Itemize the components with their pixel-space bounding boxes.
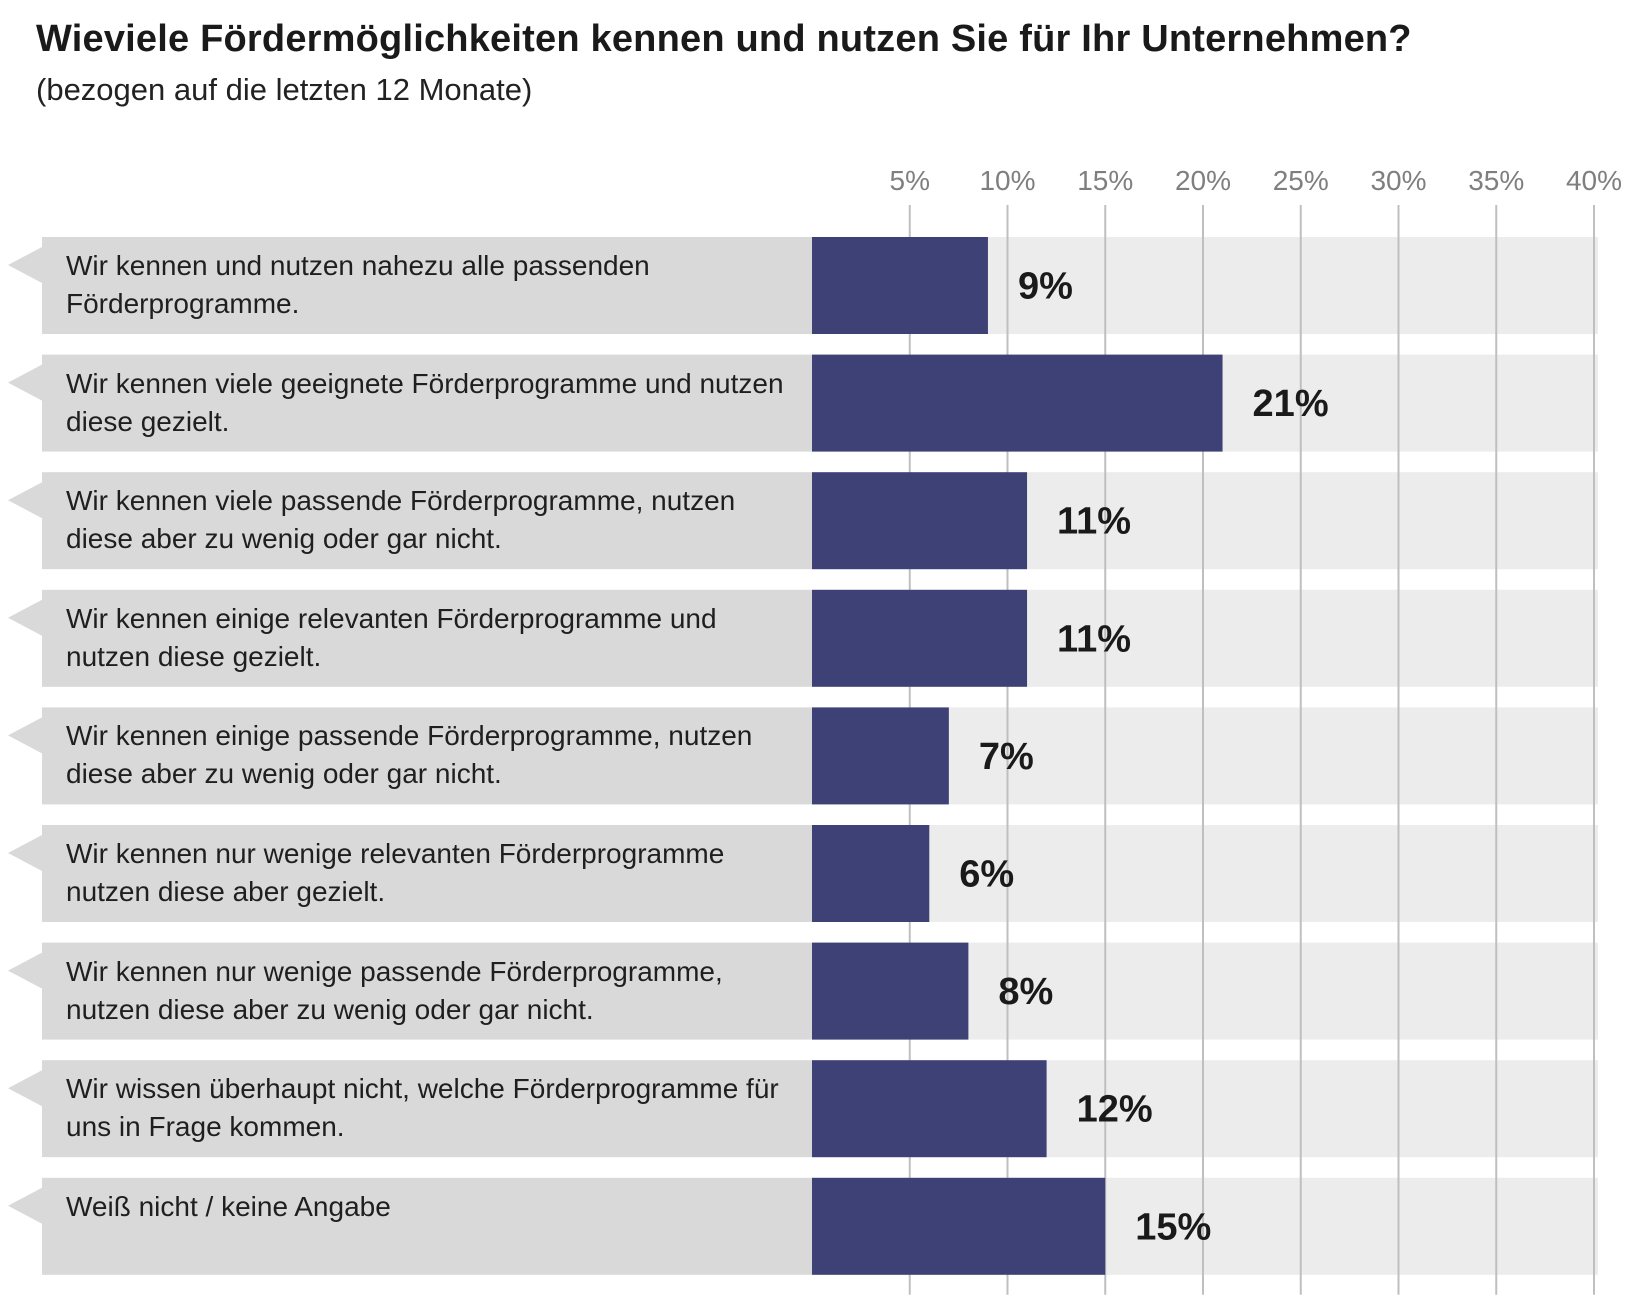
category-label: Wir kennen viele geeignete Förderprogram… <box>66 367 784 437</box>
label-band <box>42 589 812 687</box>
data-label: 12% <box>1077 1089 1153 1131</box>
bar <box>812 942 969 1040</box>
data-label: 11% <box>1057 501 1131 543</box>
bar <box>812 1177 1106 1275</box>
category-label: Wir kennen einige relevanten Förderprogr… <box>66 602 717 672</box>
row-arrow-marker <box>8 1187 42 1224</box>
row-arrow-marker <box>8 717 42 754</box>
data-label: 21% <box>1253 383 1329 425</box>
category-label: Wir wissen überhaupt nicht, welche Förde… <box>66 1073 779 1143</box>
data-label: 7% <box>979 736 1034 778</box>
label-band <box>42 942 812 1040</box>
data-label: 8% <box>998 971 1053 1013</box>
category-label: Weiß nicht / keine Angabe <box>66 1190 391 1222</box>
chart-title: Wieviele Fördermöglichkeiten kennen und … <box>36 18 1412 60</box>
row-arrow-marker <box>8 364 42 401</box>
label-band <box>42 1177 812 1275</box>
data-label: 6% <box>959 854 1014 896</box>
category-label: Wir kennen nur wenige relevanten Förderp… <box>66 838 725 907</box>
data-label: 15% <box>1135 1206 1211 1248</box>
row-arrow-marker <box>8 482 42 519</box>
data-label: 9% <box>1018 266 1073 308</box>
label-band <box>42 237 812 334</box>
row-arrow-marker <box>8 1070 42 1107</box>
category-label: Wir kennen viele passende Förderprogramm… <box>66 485 736 555</box>
chart-subtitle: (bezogen auf die letzten 12 Monate) <box>36 72 533 107</box>
category-label: Wir kennen nur wenige passende Förderpro… <box>66 955 723 1025</box>
x-tick-label: 30% <box>1370 165 1426 196</box>
label-band <box>42 825 812 922</box>
x-tick-label: 10% <box>979 165 1035 196</box>
label-band <box>42 1060 812 1158</box>
plot-band <box>812 825 1598 922</box>
bar <box>812 237 988 334</box>
label-band <box>42 472 812 570</box>
data-label: 11% <box>1057 618 1131 660</box>
x-tick-label: 5% <box>890 165 930 196</box>
row-arrow-marker <box>8 247 42 283</box>
x-tick-label: 40% <box>1566 165 1622 196</box>
x-tick-label: 35% <box>1468 165 1524 196</box>
category-label: Wir kennen einige passende Förderprogram… <box>66 720 753 790</box>
bar <box>812 707 949 805</box>
bar <box>812 589 1028 687</box>
row-arrow-marker <box>8 952 42 989</box>
bar <box>812 825 930 922</box>
category-label: Wir kennen und nutzen nahezu alle passen… <box>66 250 650 319</box>
bar <box>812 472 1028 570</box>
x-tick-label: 25% <box>1273 165 1329 196</box>
x-tick-label: 20% <box>1175 165 1231 196</box>
x-tick-label: 15% <box>1077 165 1133 196</box>
label-band <box>42 707 812 805</box>
row-arrow-marker <box>8 599 42 636</box>
bar <box>812 1060 1047 1158</box>
bar <box>812 354 1223 452</box>
row-arrow-marker <box>8 835 42 871</box>
label-band <box>42 354 812 452</box>
